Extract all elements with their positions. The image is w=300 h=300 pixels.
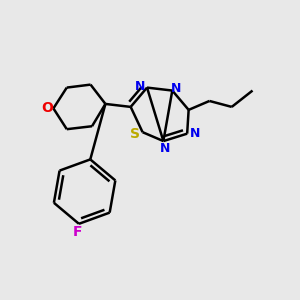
Text: N: N [160,142,170,155]
Text: N: N [171,82,181,95]
Text: F: F [73,225,82,239]
Text: N: N [134,80,145,93]
Text: O: O [41,101,53,116]
Text: N: N [189,127,200,140]
Text: S: S [130,127,140,141]
